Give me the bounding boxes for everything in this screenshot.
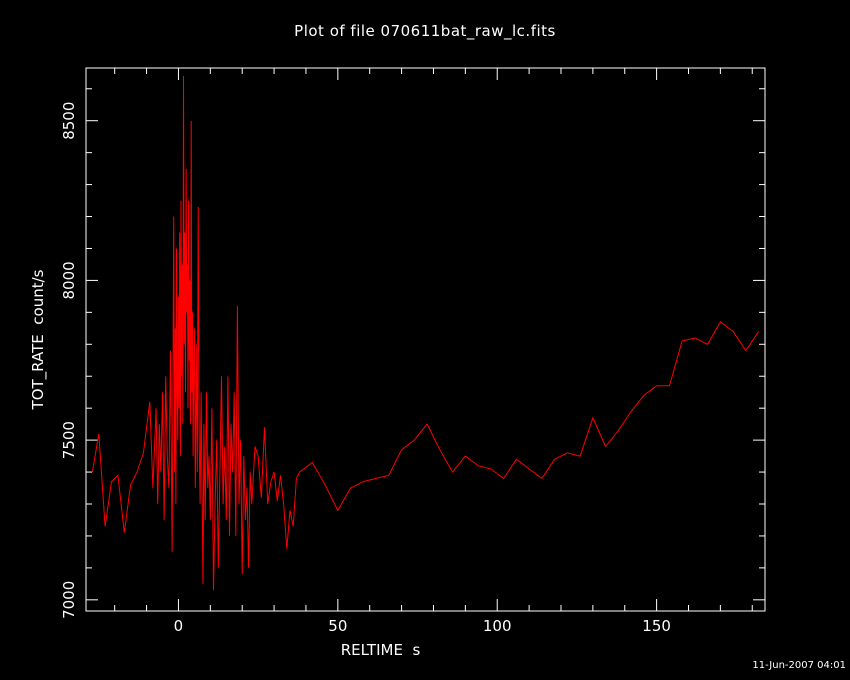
- chart-title: Plot of file 070611bat_raw_lc.fits: [294, 22, 556, 40]
- axis-tick-labels: 0 50 100 150 7000 7500 8000 8500: [60, 102, 671, 635]
- plot-frame: [85, 67, 766, 612]
- timestamp: 11-Jun-2007 04:01: [752, 660, 846, 671]
- axis-ticks: [86, 68, 765, 611]
- y-tick-label: 8000: [60, 261, 78, 299]
- series-line-tot-rate: [91, 75, 760, 591]
- y-tick-label: 7000: [60, 581, 78, 619]
- x-axis-label: RELTIME s: [341, 641, 421, 659]
- y-tick-label: 7500: [60, 421, 78, 459]
- y-axis-label: TOT_RATE count/s: [29, 269, 48, 410]
- x-tick-label: 100: [483, 617, 512, 635]
- y-tick-label: 8500: [60, 102, 78, 140]
- x-tick-label: 50: [328, 617, 347, 635]
- x-tick-label: 150: [642, 617, 671, 635]
- x-tick-label: 0: [174, 617, 184, 635]
